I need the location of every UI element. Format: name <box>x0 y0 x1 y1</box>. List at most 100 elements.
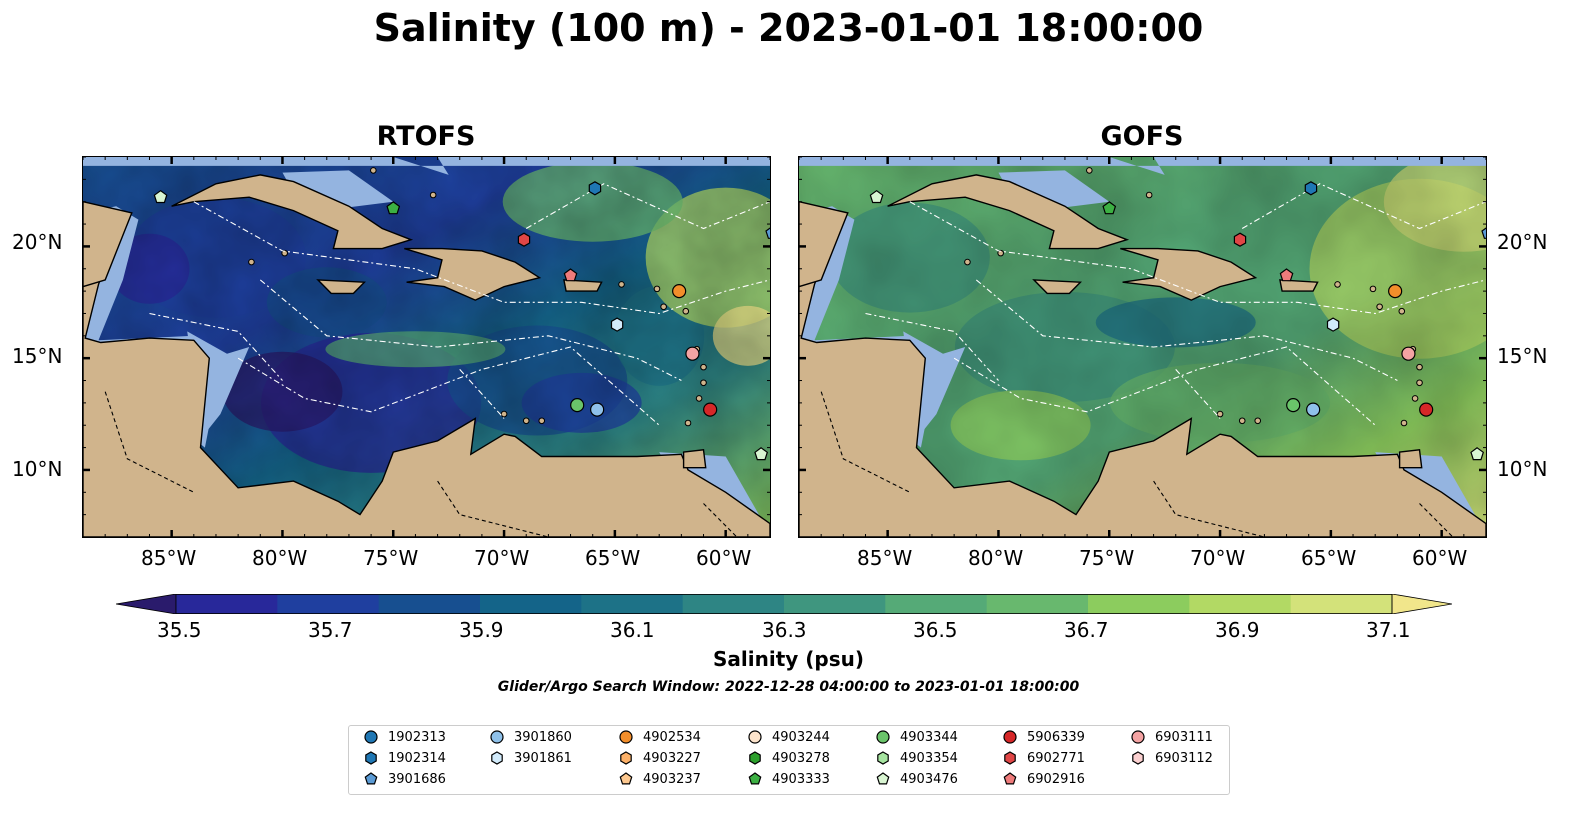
legend-item: 6903111 <box>1130 729 1213 745</box>
float-marker-4903476 <box>754 447 769 461</box>
legend-label: 6903112 <box>1155 750 1213 766</box>
land-hispaniola <box>404 247 542 301</box>
legend-marker <box>620 751 632 765</box>
circle-marker-icon <box>619 730 633 744</box>
island <box>700 363 707 371</box>
panel-title-rtofs: RTOFS <box>376 121 476 152</box>
float-marker-3901861 <box>610 317 624 332</box>
island <box>522 417 530 425</box>
shelf-area <box>799 157 1486 175</box>
legend-marker <box>748 772 762 785</box>
legend-item: 3901686 <box>363 771 446 787</box>
island <box>1216 410 1224 418</box>
legend-item: 1902314 <box>363 750 446 766</box>
land-yucatan <box>799 200 849 288</box>
legend-label: 4903237 <box>643 771 701 787</box>
float-marker-4903476 <box>1470 447 1485 461</box>
boundary-line <box>975 279 1398 381</box>
float-marker-4903476 <box>869 189 884 204</box>
legend-marker <box>1131 730 1145 744</box>
lat-tick-label: 20°N <box>12 230 63 254</box>
colorbar-tick-label: 35.7 <box>308 618 353 642</box>
colorbar-segment <box>581 594 684 614</box>
boundary-line <box>1419 503 1454 537</box>
land-jamaica <box>1032 279 1082 295</box>
pentagon-marker-icon <box>364 772 378 785</box>
colorbar-tick-label: 36.9 <box>1215 618 1260 642</box>
legend-item: 4903237 <box>618 771 701 787</box>
panel-title-gofs: GOFS <box>1100 121 1184 152</box>
island <box>1254 417 1262 425</box>
colorbar-segment <box>885 594 988 614</box>
legend-item: 5906339 <box>1002 729 1085 745</box>
axis-ticks <box>799 157 1486 537</box>
land-puerto-rico <box>563 279 603 292</box>
lon-tick-label: 85°W <box>857 546 913 570</box>
legend-label: 6903111 <box>1155 729 1213 745</box>
lat-tick-label: 15°N <box>12 344 63 368</box>
float-marker-3901860 <box>1306 402 1321 417</box>
legend-item: 6902771 <box>1002 750 1085 766</box>
legend-label: 5906339 <box>1027 729 1085 745</box>
pentagon-marker-icon <box>619 772 633 785</box>
lon-tick-label: 70°W <box>1190 546 1246 570</box>
legend-item: 4903278 <box>747 750 830 766</box>
legend-label: 4903227 <box>643 750 701 766</box>
island <box>500 410 508 418</box>
search-window-text: Glider/Argo Search Window: 2022-12-28 04… <box>497 679 1080 695</box>
lon-tick-label: 75°W <box>1079 546 1135 570</box>
legend-item: 4903227 <box>618 750 701 766</box>
island <box>695 395 703 402</box>
colorbar-segment <box>1189 594 1292 614</box>
boundary-line <box>865 312 999 381</box>
float-marker-4902534 <box>1388 284 1403 299</box>
legend-label: 1902313 <box>388 729 446 745</box>
legend-label: 4903244 <box>772 729 830 745</box>
legend-marker <box>364 730 378 744</box>
circle-marker-icon <box>490 730 504 744</box>
legend-marker <box>365 751 377 765</box>
legend-label: 6902771 <box>1027 750 1085 766</box>
legend-label: 4903333 <box>772 771 830 787</box>
legend-label: 3901860 <box>514 729 572 745</box>
island <box>1416 379 1423 387</box>
island <box>281 249 288 257</box>
legend-marker <box>490 730 504 744</box>
colorbar-segment <box>378 594 481 614</box>
hexagon-marker-icon <box>1004 751 1016 765</box>
legend-label: 3901686 <box>388 771 446 787</box>
pentagon-marker-icon <box>1003 772 1017 785</box>
float-marker-6902771 <box>1233 232 1247 247</box>
float-legend: 1902313 1902314 3901686 3901860 3901861 49025… <box>348 725 1230 795</box>
float-marker-4903476 <box>153 189 168 204</box>
colorbar-title: Salinity (psu) <box>712 647 864 671</box>
island <box>653 285 661 293</box>
island <box>248 258 255 266</box>
float-marker-4903344 <box>1286 398 1301 413</box>
hexagon-marker-icon <box>365 751 377 765</box>
circle-marker-icon <box>1131 730 1145 744</box>
shelf-area <box>83 157 770 175</box>
legend-marker <box>1003 730 1017 744</box>
axis-ticks <box>83 157 770 537</box>
island <box>1238 417 1246 425</box>
legend-marker <box>877 751 889 765</box>
circle-marker-icon <box>876 730 890 744</box>
map-canvas <box>799 157 1486 537</box>
island <box>660 303 667 311</box>
island <box>538 417 546 425</box>
island <box>682 307 690 315</box>
colorbar-segment <box>1088 594 1190 614</box>
colorbar-tick-label: 36.1 <box>610 618 655 642</box>
legend-item: 6902916 <box>1002 771 1085 787</box>
map-gofs <box>798 156 1487 538</box>
legend-label: 4902534 <box>643 729 701 745</box>
map-rtofs <box>82 156 771 538</box>
legend-label: 6902916 <box>1027 771 1085 787</box>
hexagon-marker-icon <box>1132 751 1144 765</box>
legend-item: 1902313 <box>363 729 446 745</box>
legend-item: 4903354 <box>875 750 958 766</box>
boundary-line <box>1153 480 1265 537</box>
hexagon-marker-icon <box>749 751 761 765</box>
colorbar-tick-label: 37.1 <box>1366 618 1411 642</box>
